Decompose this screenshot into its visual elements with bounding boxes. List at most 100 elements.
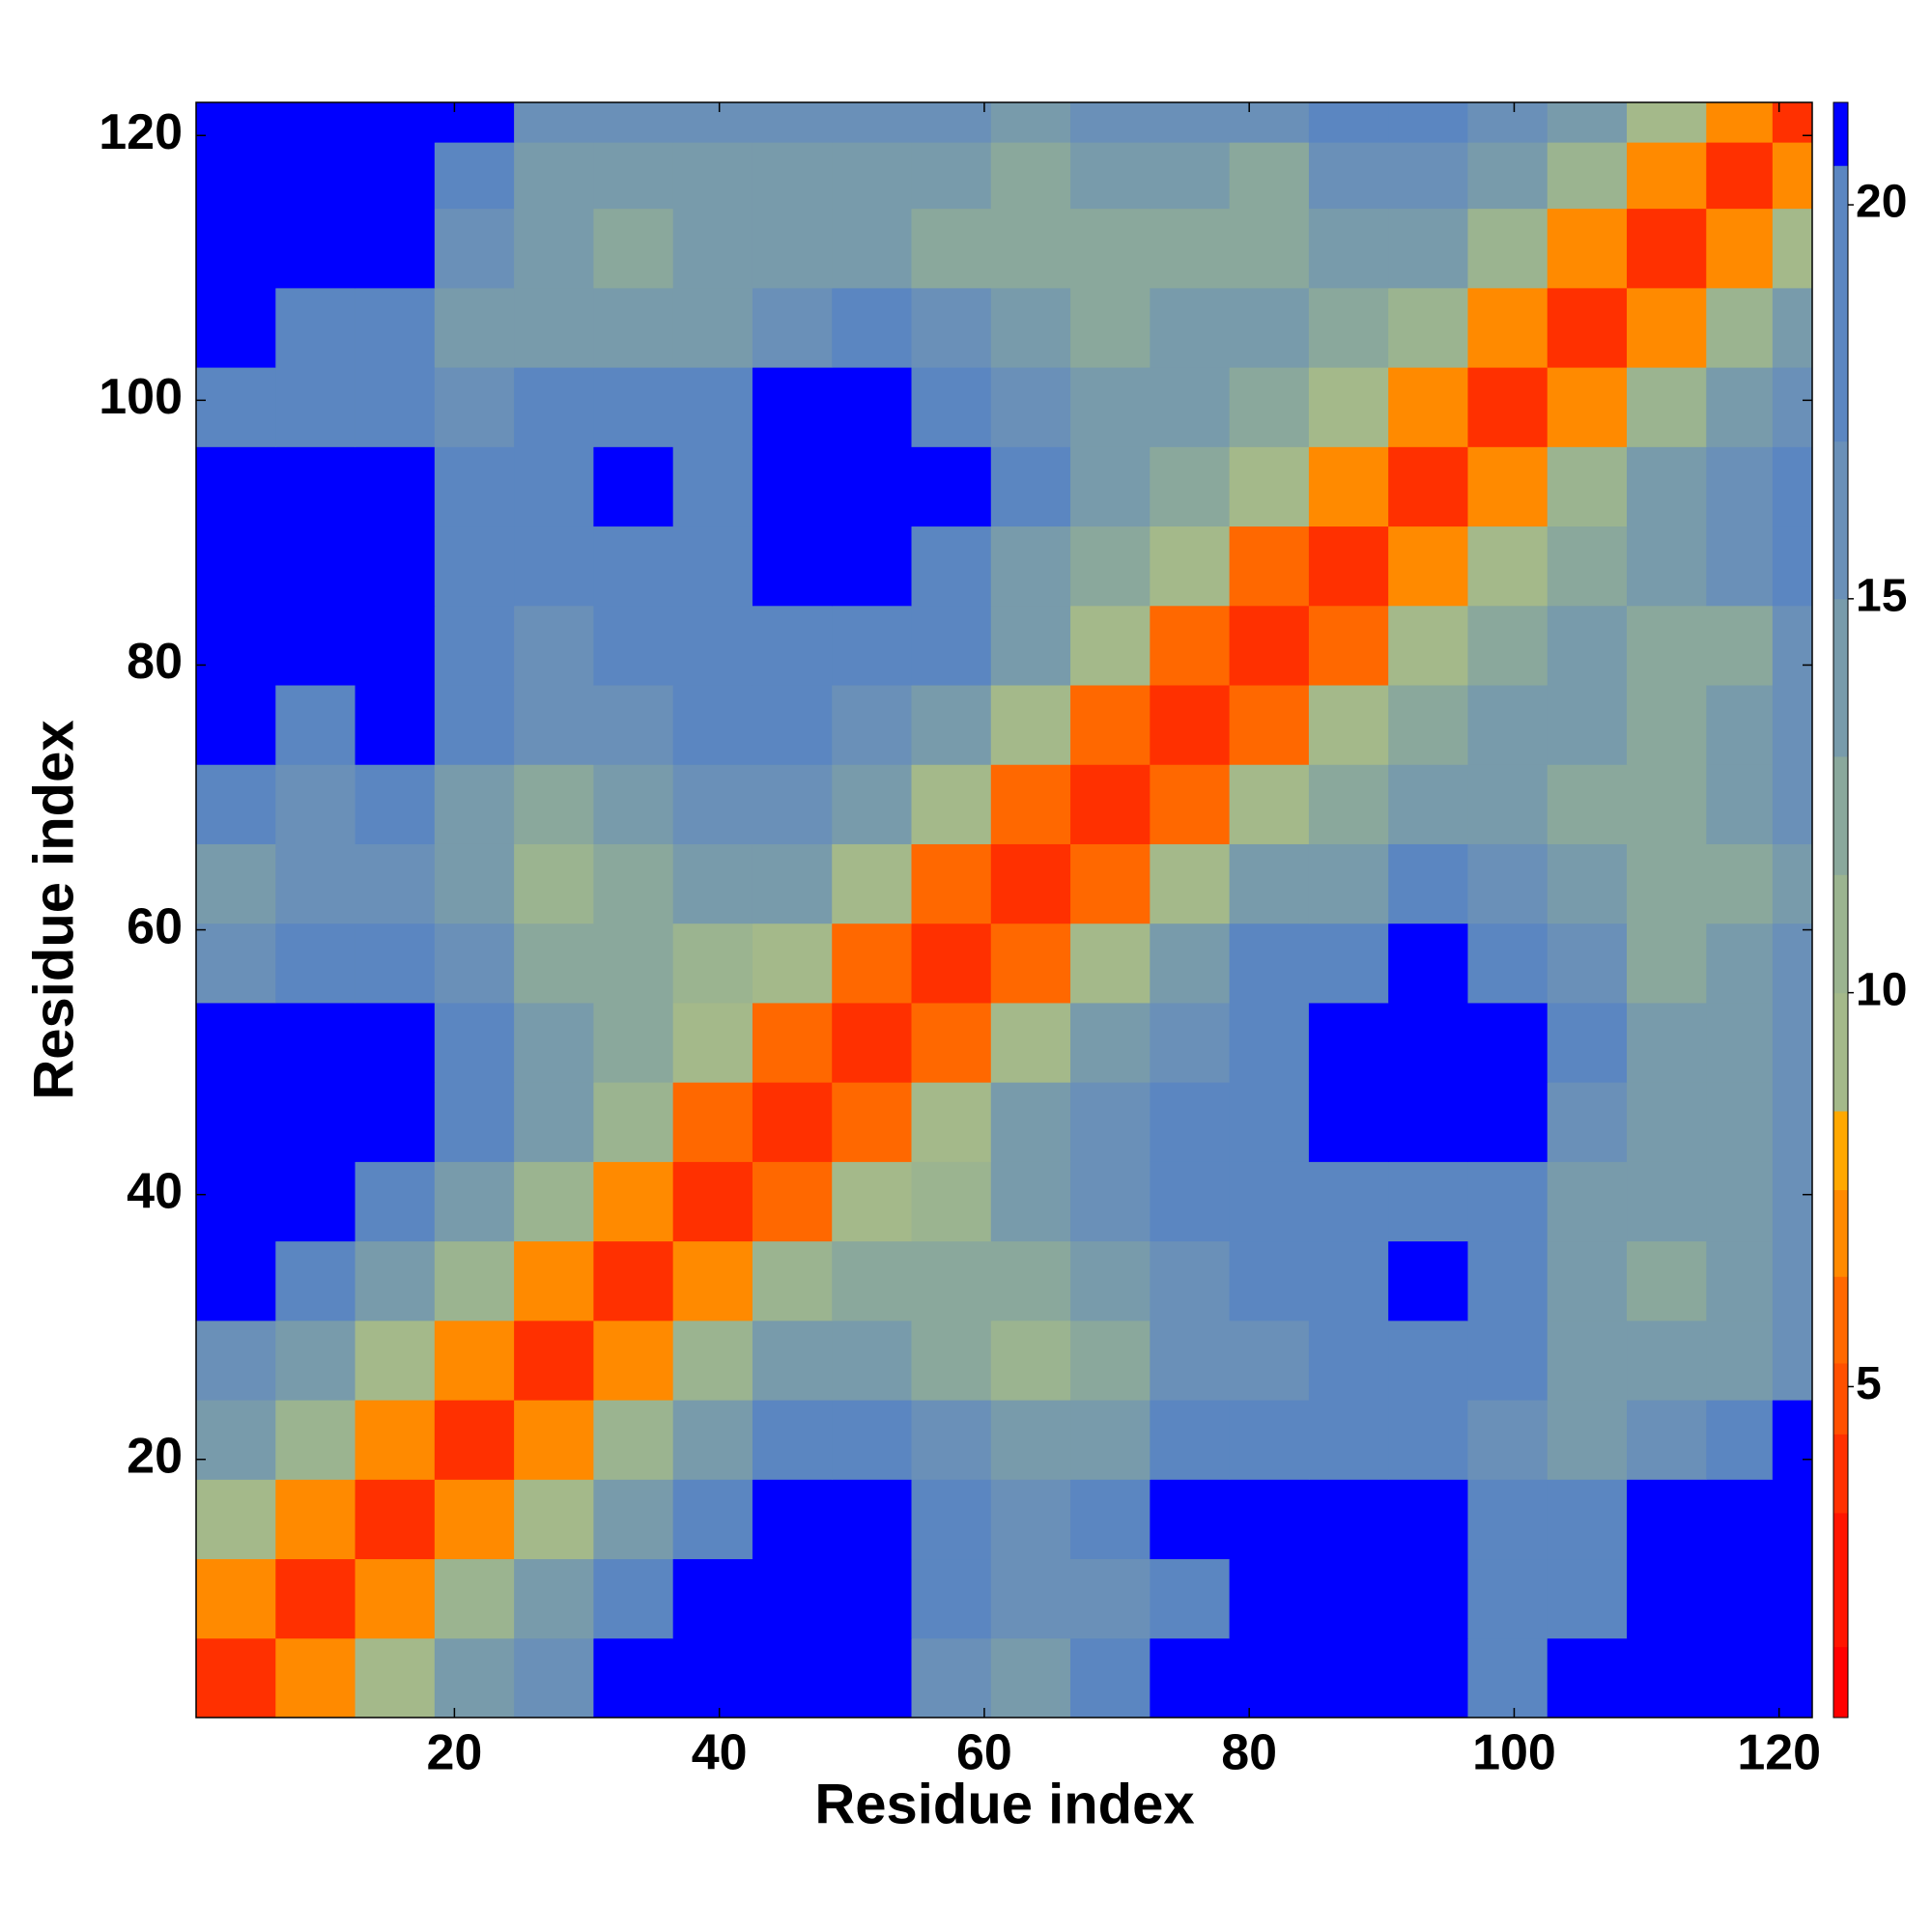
- heat-cell: [672, 142, 753, 210]
- heat-cell: [514, 1161, 594, 1242]
- heat-cell: [911, 1637, 992, 1719]
- heat-cell: [514, 1479, 594, 1560]
- heat-cell: [514, 764, 594, 844]
- heat-cell: [1388, 1002, 1468, 1083]
- heat-cell: [1070, 1082, 1151, 1162]
- heat-cell: [1308, 1320, 1389, 1401]
- heat-cell: [593, 446, 674, 527]
- heat-cell: [1308, 446, 1389, 527]
- heat-cell: [752, 446, 833, 527]
- heat-cell: [911, 843, 992, 924]
- heat-cell: [1467, 1082, 1548, 1162]
- heat-cell: [593, 1161, 674, 1242]
- heat-cell: [514, 1082, 594, 1162]
- heat-cell: [593, 142, 674, 210]
- heat-cell: [1467, 1161, 1548, 1242]
- heat-cell: [1627, 1558, 1707, 1639]
- heat-cell: [275, 526, 356, 607]
- heat-cell: [832, 1161, 913, 1242]
- heat-cell: [275, 1161, 356, 1242]
- heat-cell: [1772, 142, 1813, 210]
- plot-frame: [195, 101, 1813, 1719]
- heat-cell: [911, 526, 992, 607]
- heat-cell: [752, 1637, 833, 1719]
- colorbar-band: [1833, 1110, 1848, 1191]
- heat-cell: [672, 1479, 753, 1560]
- heat-cell: [1070, 1479, 1151, 1560]
- heat-cell: [1308, 1161, 1389, 1242]
- heat-cell: [672, 1637, 753, 1719]
- heat-cell: [434, 367, 515, 447]
- heat-cell: [990, 764, 1071, 844]
- heat-cell: [355, 605, 436, 686]
- heat-cell: [1308, 685, 1389, 765]
- heat-cell: [1308, 764, 1389, 844]
- heat-cell: [355, 1479, 436, 1560]
- heat-cell: [196, 1320, 276, 1401]
- heat-cell: [275, 367, 356, 447]
- heat-cell: [275, 1082, 356, 1162]
- heat-cell: [514, 1320, 594, 1401]
- heat-cell: [832, 764, 913, 844]
- heat-cell: [752, 367, 833, 447]
- heat-cell: [911, 1320, 992, 1401]
- heat-cell: [593, 1240, 674, 1321]
- heat-cell: [1150, 1240, 1231, 1321]
- heat-cell: [1706, 208, 1774, 289]
- heat-cell: [1229, 843, 1310, 924]
- heat-cell: [1388, 1240, 1468, 1321]
- y-axis-title: Residue index: [22, 720, 85, 1099]
- heat-cell: [990, 605, 1071, 686]
- heat-cell: [1467, 764, 1548, 844]
- heat-cell: [1627, 367, 1707, 447]
- heat-cell: [1547, 843, 1628, 924]
- heat-cell: [593, 605, 674, 686]
- heat-cell: [1229, 102, 1310, 143]
- heat-cell: [355, 208, 436, 289]
- heat-cell: [1150, 764, 1231, 844]
- heat-cell: [514, 102, 594, 143]
- heat-cell: [1388, 843, 1468, 924]
- heat-cell: [990, 1082, 1071, 1162]
- heat-cell: [1229, 1161, 1310, 1242]
- heat-cell: [1547, 446, 1628, 527]
- heat-cell: [1547, 1637, 1628, 1719]
- heat-cell: [911, 1082, 992, 1162]
- heat-cell: [196, 142, 276, 210]
- heat-cell: [275, 1479, 356, 1560]
- heat-cell: [593, 367, 674, 447]
- heat-cell: [1772, 1637, 1813, 1719]
- heat-cell: [990, 446, 1071, 527]
- heat-cell: [672, 923, 753, 1004]
- heat-cell: [1547, 1320, 1628, 1401]
- heat-cell: [1070, 1320, 1151, 1401]
- y-tick-label: 20: [127, 1428, 183, 1484]
- heat-cell: [1070, 208, 1151, 289]
- heat-cell: [1706, 1479, 1774, 1560]
- heat-cell: [752, 1161, 833, 1242]
- heat-cell: [355, 446, 436, 527]
- heat-cell: [1308, 102, 1389, 143]
- heat-cell: [832, 142, 913, 210]
- heat-cell: [1229, 685, 1310, 765]
- heat-cell: [832, 102, 913, 143]
- heat-cell: [355, 287, 436, 368]
- heat-cell: [672, 208, 753, 289]
- heat-cell: [1547, 1400, 1628, 1480]
- heat-cell: [275, 102, 356, 143]
- heat-cell: [1070, 843, 1151, 924]
- heat-cell: [196, 102, 276, 143]
- heat-cell: [1229, 1400, 1310, 1480]
- heat-cell: [355, 1320, 436, 1401]
- heat-cell: [1547, 102, 1628, 143]
- heat-cell: [593, 287, 674, 368]
- heat-cell: [1150, 1400, 1231, 1480]
- x-tick-label: 80: [1221, 1725, 1277, 1781]
- heat-cell: [355, 1161, 436, 1242]
- heat-cell: [1706, 1637, 1774, 1719]
- heat-cell: [1627, 1400, 1707, 1480]
- heat-cell: [434, 1400, 515, 1480]
- heat-cell: [990, 102, 1071, 143]
- heat-cell: [911, 102, 992, 143]
- heat-cell: [1772, 1320, 1813, 1401]
